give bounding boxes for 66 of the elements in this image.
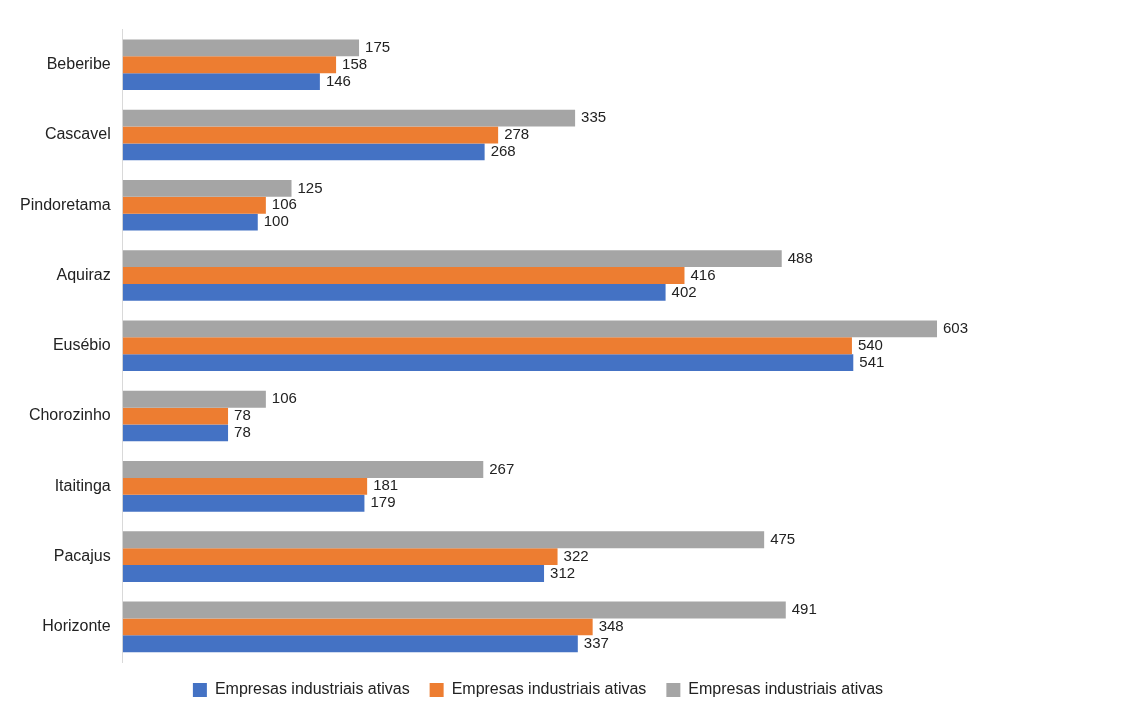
bar [122, 126, 499, 144]
legend-label: Empresas industriais ativas [451, 680, 647, 698]
bar [122, 179, 292, 197]
bar [122, 250, 782, 268]
y-tick-label: Aquiraz [56, 265, 111, 283]
data-label: 416 [690, 265, 716, 283]
data-label: 175 [365, 38, 391, 56]
bar [122, 196, 266, 214]
data-label: 475 [770, 529, 796, 547]
bar [122, 424, 229, 442]
bar [122, 390, 266, 408]
bar [122, 548, 558, 566]
data-label: 106 [271, 195, 297, 213]
bar [122, 354, 854, 372]
legend-label: Empresas industriais ativas [688, 680, 884, 698]
bar [122, 461, 484, 478]
bar [122, 56, 337, 74]
bar [122, 320, 938, 338]
bar [122, 601, 786, 619]
y-tick-label: Itaitinga [54, 476, 111, 494]
bar [122, 477, 368, 495]
bar [122, 494, 365, 512]
y-tick-label: Chorozinho [28, 406, 111, 424]
data-label: 603 [943, 319, 969, 337]
y-tick-label: Eusébio [52, 336, 111, 354]
data-label: 488 [787, 248, 813, 266]
data-label: 540 [857, 335, 883, 353]
data-label: 125 [297, 178, 323, 196]
data-label: 335 [581, 108, 607, 126]
bar [122, 531, 765, 549]
legend-label: Empresas industriais ativas [214, 680, 410, 698]
data-label: 337 [583, 633, 609, 651]
bar [122, 283, 666, 301]
data-label: 158 [342, 54, 368, 72]
bar [122, 407, 229, 425]
data-label: 541 [859, 352, 885, 370]
data-label: 312 [550, 563, 576, 581]
data-label: 322 [563, 546, 589, 564]
bar [122, 565, 545, 582]
bar [122, 143, 485, 161]
data-label: 78 [234, 423, 251, 441]
data-label: 100 [263, 212, 289, 230]
y-tick-label: Beberibe [46, 55, 111, 73]
bar [122, 267, 685, 284]
data-label: 267 [489, 459, 515, 477]
bar [122, 635, 578, 653]
bar [122, 337, 852, 355]
data-label: 146 [325, 71, 351, 89]
data-label: 106 [271, 389, 297, 407]
y-tick-label: Pacajus [53, 547, 111, 565]
data-label: 179 [370, 493, 396, 511]
bar [122, 39, 360, 57]
data-label: 348 [598, 617, 624, 635]
bar [122, 109, 576, 127]
data-label: 181 [373, 476, 399, 494]
data-label: 278 [504, 125, 530, 143]
y-tick-label: Cascavel [44, 125, 111, 143]
bar [122, 213, 258, 231]
data-label: 491 [791, 600, 817, 618]
data-label: 268 [490, 142, 516, 159]
data-label: 78 [234, 406, 251, 424]
bar [122, 73, 320, 91]
data-label: 402 [671, 282, 697, 300]
y-tick-label: Pindoretama [20, 195, 111, 213]
y-tick-label: Horizonte [42, 617, 111, 635]
bar [122, 618, 593, 636]
